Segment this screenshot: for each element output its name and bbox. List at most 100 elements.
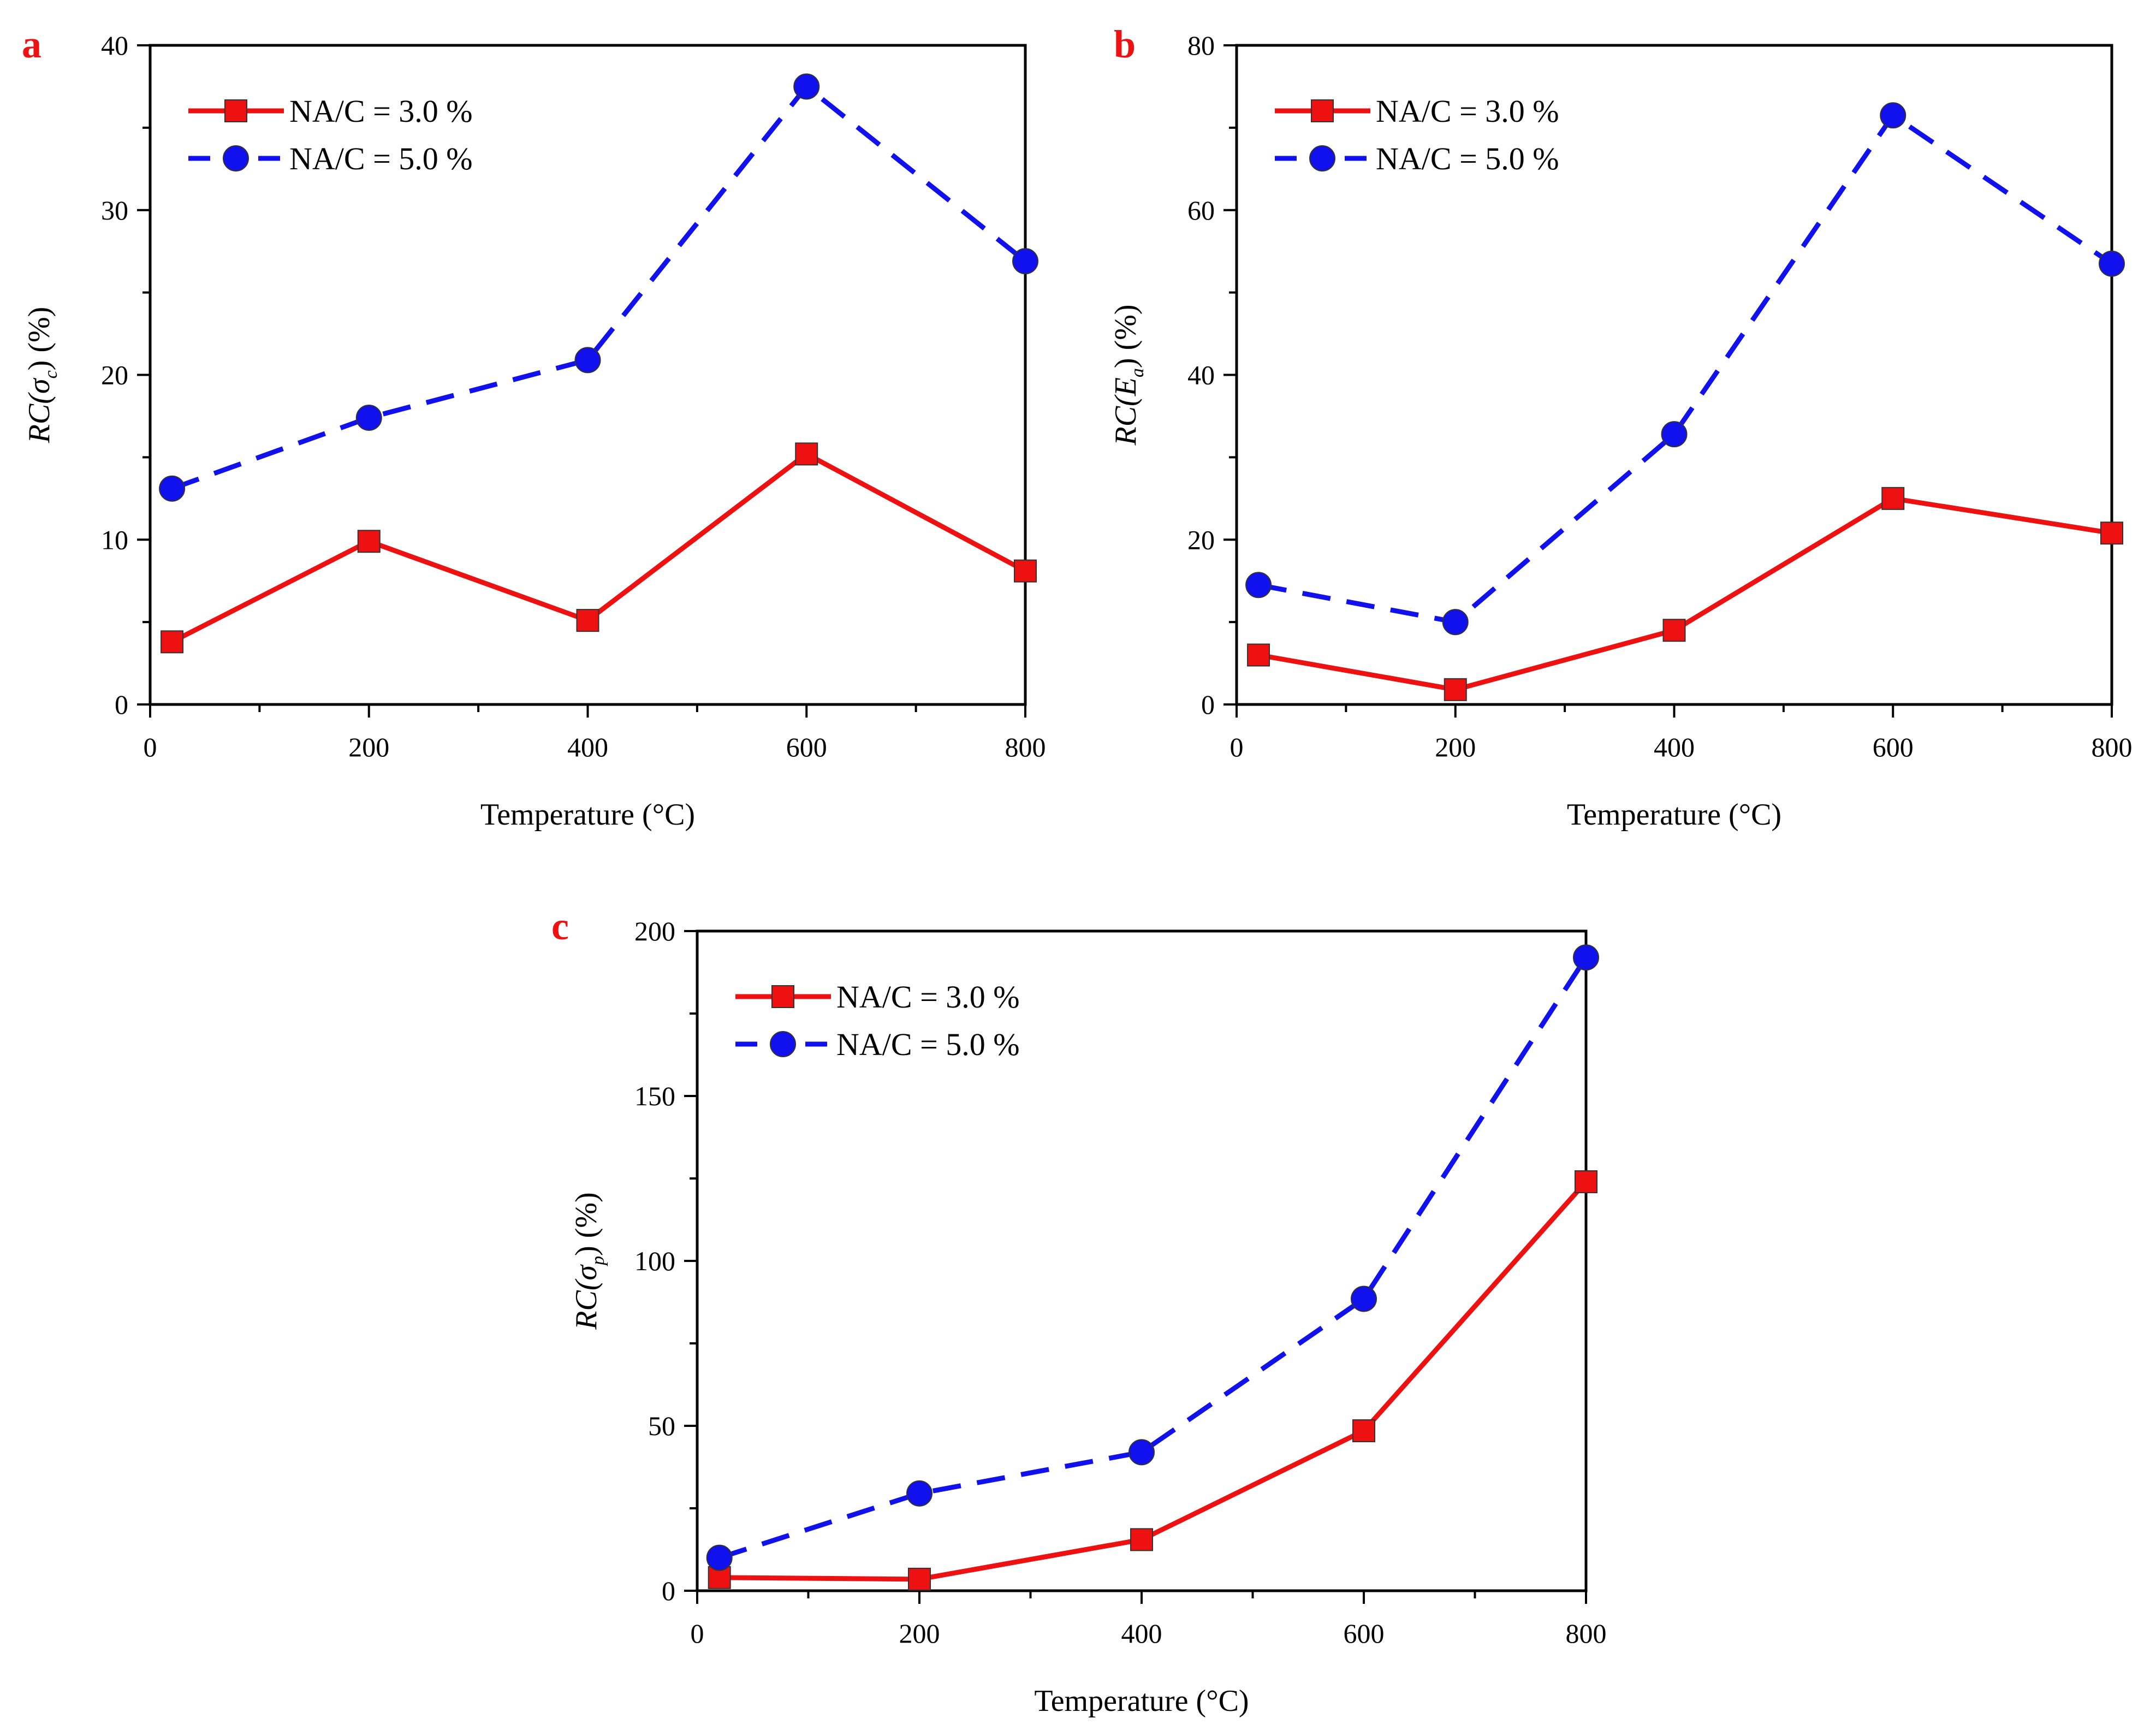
- y-tick-label: 200: [634, 916, 675, 946]
- y-tick-label: 0: [662, 1575, 675, 1606]
- legend-marker: [771, 985, 794, 1008]
- y-tick-label: 150: [634, 1081, 675, 1111]
- x-tick-label: 800: [2092, 732, 2133, 762]
- panel-c: c 0 200 400 600 800 0 50 100 150 200 Temperature (°…: [551, 904, 1607, 1718]
- y-tick-label: 80: [1187, 30, 1215, 61]
- data-point: [1129, 1439, 1155, 1466]
- data-point: [1662, 619, 1686, 642]
- y-title-subscript: p: [588, 1256, 608, 1266]
- y-title-suffix: ) (%): [1109, 304, 1143, 368]
- legend-marker: [1311, 99, 1334, 122]
- y-title-symbol: σ: [569, 1264, 603, 1281]
- series-line: [171, 84, 1027, 491]
- data-point: [908, 1567, 931, 1591]
- legend-label: NA/C = 3.0 %: [836, 979, 1020, 1015]
- legend-label: NA/C = 5.0 %: [1376, 141, 1559, 176]
- x-axis-title: Temperature (°C): [1034, 1684, 1249, 1718]
- y-title-subscript: c: [41, 370, 61, 378]
- data-point: [1352, 1419, 1375, 1443]
- x-tick-label: 600: [786, 732, 827, 762]
- data-point: [355, 404, 382, 431]
- x-tick-label: 200: [348, 732, 389, 762]
- data-point: [2100, 522, 2123, 545]
- series-line: [719, 1180, 1588, 1582]
- data-point: [1575, 1170, 1597, 1194]
- legend-label: NA/C = 5.0 %: [289, 141, 473, 176]
- y-title-subscript: a: [1127, 368, 1148, 377]
- data-point: [1444, 678, 1467, 701]
- y-title-suffix: ) (%): [22, 307, 56, 371]
- legend-marker: [1309, 145, 1335, 171]
- x-tick-label: 200: [899, 1618, 940, 1649]
- data-point: [1245, 572, 1272, 599]
- data-point: [2099, 250, 2125, 277]
- y-title-suffix: ) (%): [569, 1192, 603, 1256]
- x-tick-label: 400: [1654, 732, 1695, 762]
- legend: NA/C = 3.0 % NA/C = 5.0 %: [1275, 93, 1559, 176]
- data-point: [1573, 944, 1599, 971]
- data-point: [795, 442, 818, 466]
- x-tick-label: 400: [567, 732, 608, 762]
- y-tick-label: 10: [101, 524, 128, 555]
- series-line: [1258, 496, 2112, 692]
- y-title-prefix: RC(: [569, 1278, 603, 1330]
- y-title-symbol: E: [1109, 377, 1143, 396]
- panel-a: a 0 200 400 600 800 0 10 20 30 40 Temperature (°C) R…: [22, 22, 1046, 832]
- panel-letter: c: [551, 904, 569, 948]
- x-tick-label: 400: [1121, 1618, 1162, 1649]
- legend-label: NA/C = 5.0 %: [836, 1027, 1020, 1062]
- legend-marker: [224, 99, 247, 122]
- y-tick-label: 40: [1187, 360, 1215, 390]
- data-point: [576, 609, 599, 632]
- legend-marker: [223, 145, 249, 171]
- x-tick-label: 600: [1344, 1618, 1385, 1649]
- y-axis-title: RC(σc) (%): [22, 307, 61, 444]
- data-point: [793, 73, 820, 100]
- y-tick-label: 60: [1187, 195, 1215, 226]
- y-title-prefix: RC(: [22, 392, 56, 444]
- data-point: [1130, 1528, 1153, 1551]
- panel-letter: a: [22, 22, 41, 66]
- y-tick-label: 0: [115, 689, 128, 720]
- y-axis-title: RC(σp) (%): [569, 1192, 608, 1330]
- y-tick-label: 20: [1187, 524, 1215, 555]
- y-title-symbol: σ: [22, 377, 56, 394]
- data-point: [1014, 559, 1037, 583]
- data-point: [906, 1480, 933, 1507]
- data-point: [1880, 102, 1906, 129]
- series-na-c-5: [159, 73, 1038, 502]
- y-tick-label: 30: [101, 195, 128, 226]
- series-na-c-5: [1245, 102, 2125, 636]
- data-point: [159, 475, 186, 502]
- y-tick-label: 100: [634, 1246, 675, 1276]
- series-na-c-3: [708, 1170, 1597, 1591]
- series-na-c-3: [1247, 487, 2123, 701]
- x-tick-label: 200: [1435, 732, 1476, 762]
- data-point: [1351, 1285, 1377, 1312]
- x-tick-label: 600: [1873, 732, 1914, 762]
- legend-label: NA/C = 3.0 %: [289, 93, 473, 129]
- panel-letter: b: [1114, 22, 1136, 66]
- y-tick-label: 20: [101, 360, 128, 390]
- plot-frame: [149, 44, 1027, 706]
- data-point: [574, 347, 601, 374]
- legend: NA/C = 3.0 % NA/C = 5.0 %: [735, 979, 1020, 1062]
- legend: NA/C = 3.0 % NA/C = 5.0 %: [188, 93, 473, 176]
- x-tick-label: 800: [1566, 1618, 1607, 1649]
- series-line: [1258, 112, 2113, 625]
- x-axis-title: Temperature (°C): [480, 798, 695, 832]
- y-tick-label: 50: [648, 1411, 675, 1441]
- legend-marker: [770, 1031, 796, 1057]
- x-tick-label: 0: [1230, 732, 1244, 762]
- x-tick-label: 0: [691, 1618, 704, 1649]
- x-tick-label: 0: [144, 732, 157, 762]
- x-tick-label: 800: [1005, 732, 1046, 762]
- data-point: [1661, 421, 1688, 448]
- y-tick-label: 40: [101, 30, 128, 61]
- data-point: [1012, 248, 1038, 275]
- plot-frame: [696, 929, 1588, 1592]
- data-point: [357, 530, 381, 553]
- data-point: [1247, 643, 1270, 667]
- data-point: [706, 1544, 733, 1571]
